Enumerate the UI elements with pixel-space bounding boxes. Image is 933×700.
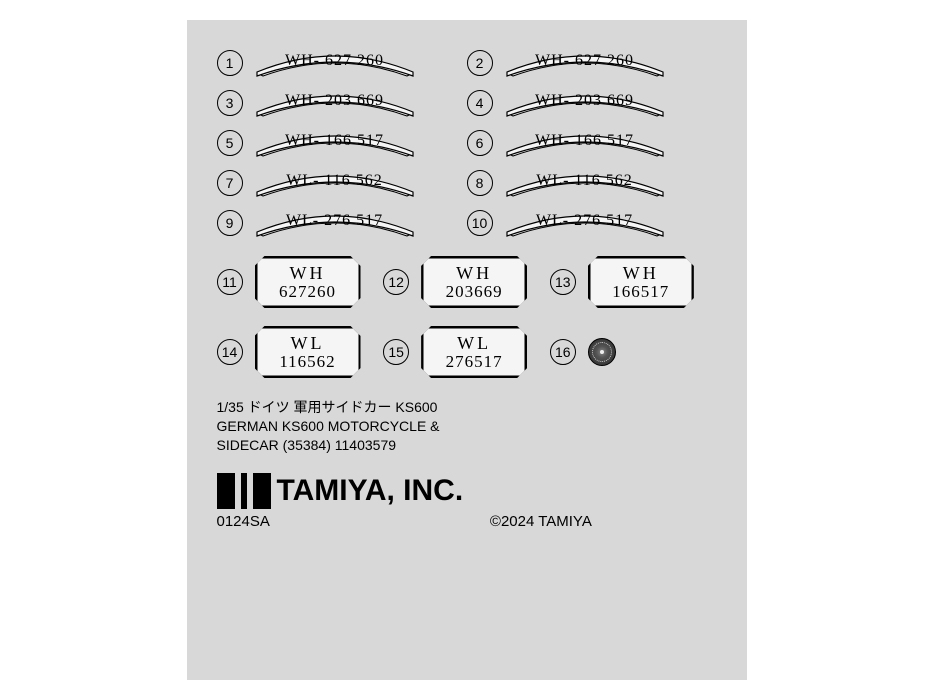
arched-plate: WH- 627 260 — [505, 48, 665, 78]
rect-pair: 11 WH627260 — [217, 256, 384, 308]
arched-plate-text: WL- 276 517 — [505, 212, 665, 230]
decal-sheet: 1 WH- 627 260 2 WH- 627 260 3 WH- 203 669 4 WH-… — [187, 20, 747, 680]
rect-plate-line1: WH — [290, 264, 326, 283]
rect-plate-line1: WH — [456, 264, 492, 283]
arched-plate: WH- 166 517 — [505, 128, 665, 158]
info-line-en1: GERMAN KS600 MOTORCYCLE & — [217, 417, 717, 436]
arched-row: 1 WH- 627 260 2 WH- 627 260 — [217, 48, 717, 78]
rect-plate-wrap: WH203669 — [421, 256, 527, 308]
arched-pair: 10 WL- 276 517 — [467, 208, 717, 238]
arched-plate: WL- 276 517 — [505, 208, 665, 238]
number-circle: 7 — [217, 170, 243, 196]
arched-plate-text: WH- 627 260 — [505, 52, 665, 70]
tamiya-logo-icon — [217, 473, 271, 509]
arched-row: 7 WL- 116 562 8 WL- 116 562 — [217, 168, 717, 198]
arched-pair: 4 WH- 203 669 — [467, 88, 717, 118]
number-circle: 4 — [467, 90, 493, 116]
rect-plate-wrap: WH166517 — [588, 256, 694, 308]
footer-copyright: ©2024 TAMIYA — [490, 513, 592, 530]
number-circle: 12 — [383, 269, 409, 295]
rect-plate: WH203669 — [421, 256, 527, 308]
arched-pair: 7 WL- 116 562 — [217, 168, 467, 198]
footer-row: 0124SA ©2024 TAMIYA — [217, 513, 717, 530]
arched-plate: WL- 116 562 — [255, 168, 415, 198]
arched-plate-text: WH- 203 669 — [505, 92, 665, 110]
info-line-en2: SIDECAR (35384) 11403579 — [217, 436, 717, 455]
rect-pair: 16 — [550, 338, 717, 366]
number-circle: 2 — [467, 50, 493, 76]
arched-plate: WL- 276 517 — [255, 208, 415, 238]
arched-pair: 2 WH- 627 260 — [467, 48, 717, 78]
arched-row: 9 WL- 276 517 10 WL- 276 517 — [217, 208, 717, 238]
rect-plate: WL116562 — [255, 326, 361, 378]
arched-plate-text: WH- 203 669 — [255, 92, 415, 110]
number-circle: 8 — [467, 170, 493, 196]
arched-plate-section: 1 WH- 627 260 2 WH- 627 260 3 WH- 203 669 4 WH-… — [217, 48, 717, 238]
rect-plate-line2: 166517 — [612, 283, 669, 301]
info-line-jp: 1/35 ドイツ 軍用サイドカー KS600 — [217, 398, 717, 417]
rect-plate: WH166517 — [588, 256, 694, 308]
brand-name: TAMIYA, INC. — [277, 474, 464, 508]
arched-pair: 5 WH- 166 517 — [217, 128, 467, 158]
rect-plate-line1: WL — [457, 334, 491, 353]
arched-plate-text: WL- 116 562 — [255, 172, 415, 190]
number-circle: 13 — [550, 269, 576, 295]
rect-plate-wrap: WL276517 — [421, 326, 527, 378]
rect-plate-line2: 276517 — [446, 353, 503, 371]
arched-plate: WH- 203 669 — [505, 88, 665, 118]
arched-plate-text: WH- 166 517 — [505, 132, 665, 150]
number-circle: 6 — [467, 130, 493, 156]
number-circle: 11 — [217, 269, 243, 295]
arched-row: 5 WH- 166 517 6 WH- 166 517 — [217, 128, 717, 158]
rect-plate-wrap: WL116562 — [255, 326, 361, 378]
rect-plate-line2: 116562 — [279, 353, 335, 371]
gauge-decal — [588, 338, 616, 366]
arched-pair: 6 WH- 166 517 — [467, 128, 717, 158]
arched-pair: 9 WL- 276 517 — [217, 208, 467, 238]
rect-plate-line1: WH — [623, 264, 659, 283]
arched-row: 3 WH- 203 669 4 WH- 203 669 — [217, 88, 717, 118]
arched-pair: 1 WH- 627 260 — [217, 48, 467, 78]
arched-plate: WH- 203 669 — [255, 88, 415, 118]
brand-row: TAMIYA, INC. — [217, 473, 717, 509]
arched-plate: WL- 116 562 — [505, 168, 665, 198]
arched-pair: 8 WL- 116 562 — [467, 168, 717, 198]
number-circle: 1 — [217, 50, 243, 76]
arched-plate: WH- 627 260 — [255, 48, 415, 78]
rect-pair: 15 WL276517 — [383, 326, 550, 378]
arched-pair: 3 WH- 203 669 — [217, 88, 467, 118]
number-circle: 14 — [217, 339, 243, 365]
rect-pair: 14 WL116562 — [217, 326, 384, 378]
rect-row: 14WL11656215WL27651716 — [217, 326, 717, 378]
number-circle: 3 — [217, 90, 243, 116]
rect-row: 11WH62726012WH20366913WH166517 — [217, 256, 717, 308]
arched-plate-text: WH- 166 517 — [255, 132, 415, 150]
rect-pair: 13 WH166517 — [550, 256, 717, 308]
number-circle: 9 — [217, 210, 243, 236]
product-info: 1/35 ドイツ 軍用サイドカー KS600 GERMAN KS600 MOTO… — [217, 398, 717, 455]
rect-plate: WH627260 — [255, 256, 361, 308]
rect-plate-line2: 627260 — [279, 283, 336, 301]
rect-pair: 12 WH203669 — [383, 256, 550, 308]
number-circle: 15 — [383, 339, 409, 365]
number-circle: 5 — [217, 130, 243, 156]
rect-plate-wrap: WH627260 — [255, 256, 361, 308]
arched-plate-text: WL- 276 517 — [255, 212, 415, 230]
arched-plate-text: WL- 116 562 — [505, 172, 665, 190]
rect-plate-line1: WL — [291, 334, 325, 353]
rect-plate-line2: 203669 — [446, 283, 503, 301]
footer-code: 0124SA — [217, 513, 270, 530]
rect-plate: WL276517 — [421, 326, 527, 378]
rect-plate-section: 11WH62726012WH20366913WH16651714WL116562… — [217, 256, 717, 378]
number-circle: 10 — [467, 210, 493, 236]
arched-plate: WH- 166 517 — [255, 128, 415, 158]
number-circle: 16 — [550, 339, 576, 365]
arched-plate-text: WH- 627 260 — [255, 52, 415, 70]
